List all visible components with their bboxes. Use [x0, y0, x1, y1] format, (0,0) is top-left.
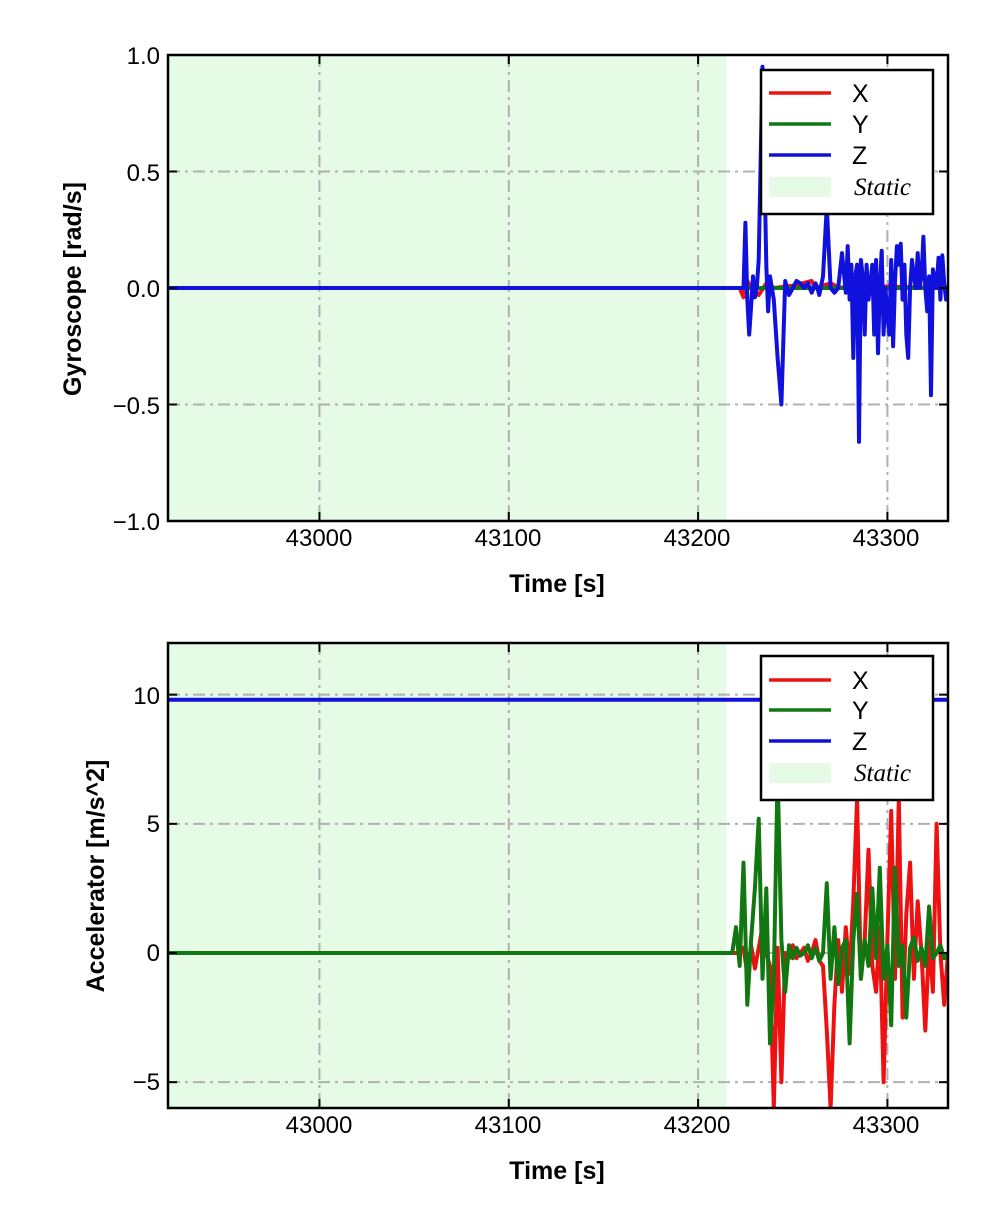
y-tick-label: 0.0: [127, 276, 160, 303]
x-tick-label: 43200: [664, 1112, 731, 1139]
gyroscope-panel: 1.0 0.5 0.0 −0.5 −1.0 43000 43100 43200 …: [59, 43, 950, 598]
legend-label-y: Y: [852, 697, 869, 725]
plot-frame: [166, 641, 950, 1110]
x-tick-label: 43200: [664, 525, 731, 552]
x-tick-labels: 43000 43100 43200 43300: [286, 1112, 920, 1139]
y-tick-labels: 1.0 0.5 0.0 −0.5 −1.0: [113, 43, 160, 536]
legend-swatch-static: [769, 763, 831, 783]
x-axis-label: Time [s]: [509, 1157, 604, 1185]
y-axis-label: Accelerator [m/s^2]: [82, 760, 110, 993]
static-region: [168, 643, 727, 1108]
legend-label-z: Z: [852, 728, 867, 756]
y-tick-label: 1.0: [127, 43, 160, 70]
y-tick-label: 10: [133, 683, 160, 710]
legend-label-static: Static: [854, 760, 911, 787]
series-line-y: [168, 770, 948, 1046]
y-tick-label: −5: [133, 1069, 160, 1096]
x-tick-label: 43300: [853, 1112, 920, 1139]
x-tick-label: 43000: [286, 525, 353, 552]
legend-label-z: Z: [852, 142, 867, 170]
y-tick-label: 5: [147, 811, 160, 838]
x-axis-label: Time [s]: [509, 570, 604, 598]
legend-label-x: X: [852, 80, 869, 108]
series-lines: [168, 64, 948, 444]
x-tick-label: 43100: [475, 525, 542, 552]
legend-label-y: Y: [852, 111, 869, 139]
legend: X Y Z Static: [759, 68, 935, 216]
y-axis-label: Gyroscope [rad/s]: [59, 182, 87, 396]
ticks: [168, 54, 948, 522]
legend: X Y Z Static: [759, 654, 935, 802]
x-tick-label: 43300: [853, 525, 920, 552]
legend-label-static: Static: [854, 174, 911, 201]
x-tick-label: 43100: [475, 1112, 542, 1139]
ticks: [168, 643, 948, 1108]
y-tick-label: −1.0: [113, 509, 160, 536]
x-tick-label: 43000: [286, 1112, 353, 1139]
y-tick-labels: 10 5 0 −5: [133, 683, 160, 1096]
series-line-z: [168, 64, 948, 444]
accelerator-panel: 10 5 0 −5 43000 43100 43200 43300 Time […: [82, 641, 950, 1185]
y-tick-label: −0.5: [113, 393, 160, 420]
x-tick-labels: 43000 43100 43200 43300: [286, 525, 920, 552]
legend-label-x: X: [852, 667, 869, 695]
legend-swatch-static: [769, 177, 831, 197]
y-tick-label: 0: [147, 940, 160, 967]
y-tick-label: 0.5: [127, 160, 160, 187]
